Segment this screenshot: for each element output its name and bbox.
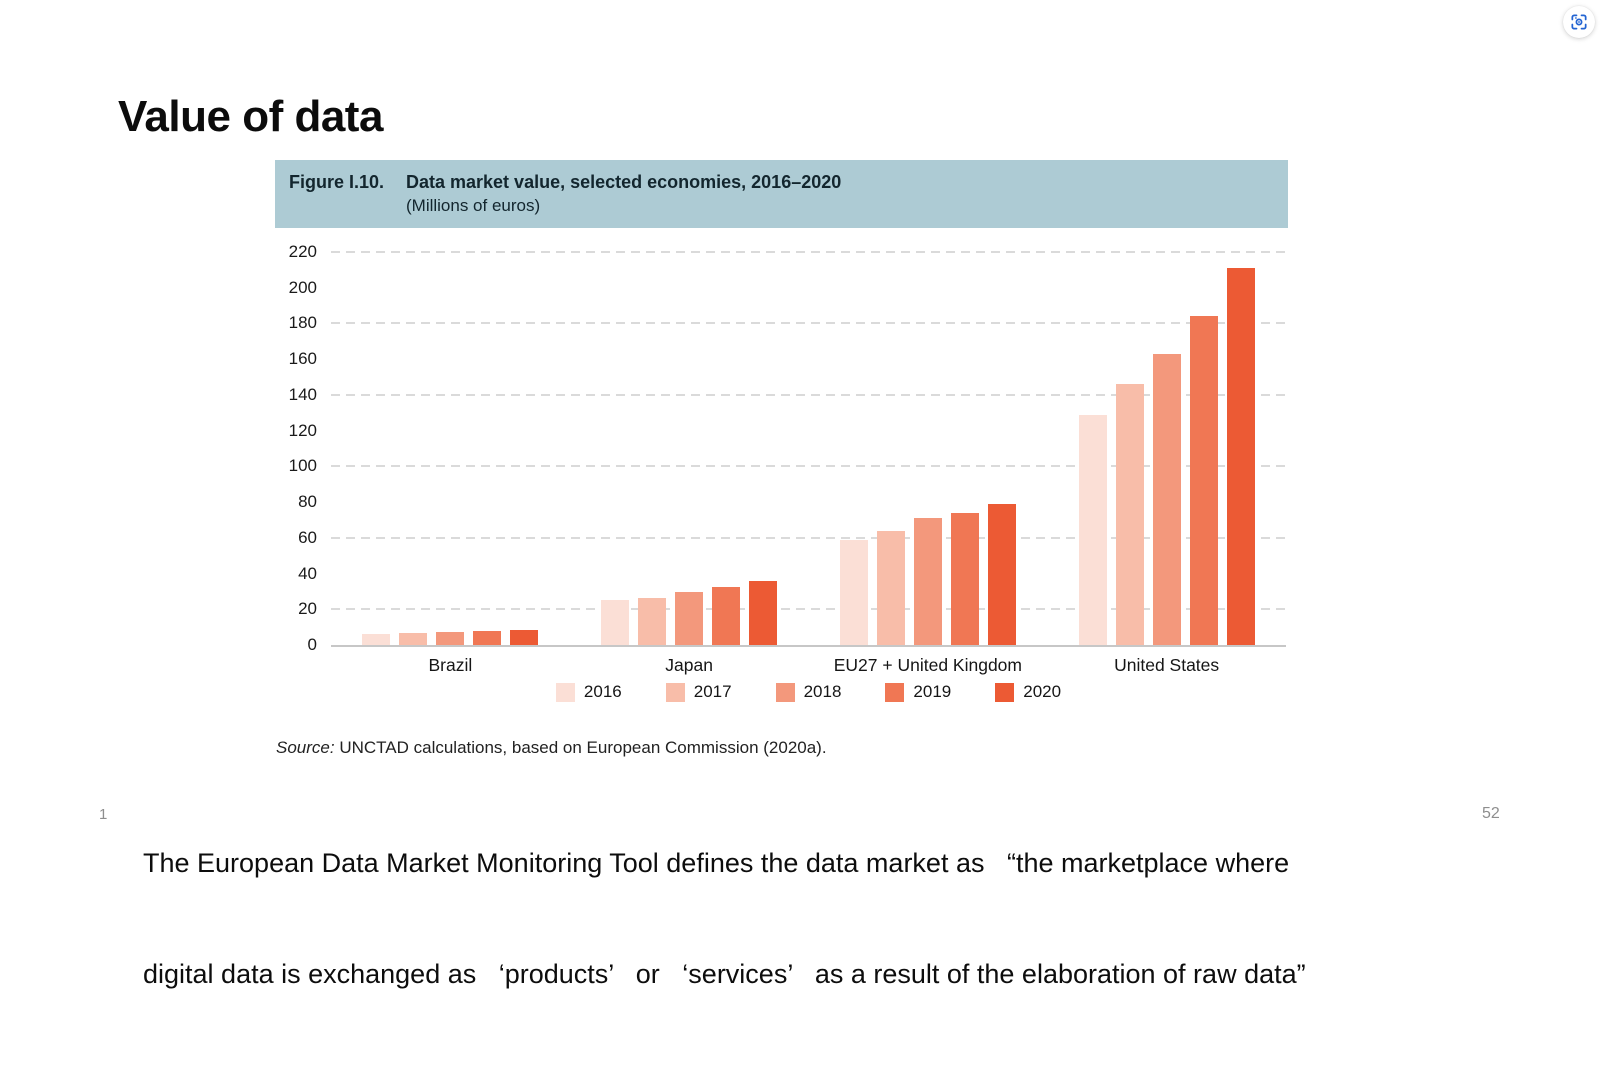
legend: 2016 2017 2018 2019 2020 [331, 682, 1286, 702]
figure-titles: Data market value, selected economies, 2… [406, 172, 841, 216]
legend-swatch-2016 [555, 682, 575, 702]
legend-item-2019: 2019 [885, 682, 951, 702]
body-text: The European Data Market Monitoring Tool… [143, 771, 1306, 1067]
gridline-180 [331, 322, 1286, 325]
x-axis-labels: Brazil Japan EU27 + United Kingdom United S… [331, 655, 1286, 676]
figure-panel: Figure I.10. Data market value, selected… [275, 160, 1288, 758]
figure-header: Figure I.10. Data market value, selected… [275, 160, 1288, 228]
screen-capture-icon [1571, 14, 1587, 30]
page-title: Value of data [118, 92, 383, 141]
source-text: UNCTAD calculations, based on European C… [334, 738, 827, 757]
bar-2020-japan [749, 580, 778, 645]
y-tick-label-200: 200 [288, 277, 317, 297]
figure-title: Data market value, selected economies, 2… [406, 172, 842, 192]
bar-2018-japan [675, 592, 704, 645]
plot-area [331, 251, 1286, 647]
y-tick-label-120: 120 [288, 420, 317, 440]
bar-2018-eu27-united-kingdom [913, 518, 942, 645]
gridline-100 [331, 465, 1286, 468]
footnote-number: 1 [99, 806, 108, 823]
x-axis-label-japan: Japan [665, 655, 713, 675]
bar-2017-japan [638, 597, 667, 645]
y-tick-label-220: 220 [288, 242, 317, 261]
bar-2019-united-states [1189, 316, 1218, 645]
legend-label-2020: 2020 [1023, 682, 1062, 701]
gridline-140 [331, 393, 1286, 396]
bar-group-eu27-united-kingdom [809, 252, 1048, 645]
slide: Value of data Figure I.10. Data market v… [99, 6, 1595, 989]
body-text-line-1: The European Data Market Monitoring Tool… [143, 848, 1290, 878]
bar-2020-eu27-united-kingdom [987, 503, 1016, 645]
bar-groups [331, 252, 1286, 645]
y-tick-label-80: 80 [298, 492, 317, 512]
legend-label-2017: 2017 [693, 682, 732, 701]
bar-2019-eu27-united-kingdom [950, 512, 979, 645]
x-axis-label-united-states: United States [1114, 655, 1220, 675]
bar-2019-brazil [473, 630, 502, 645]
legend-item-2018: 2018 [775, 682, 842, 702]
gridline-20 [331, 608, 1286, 611]
legend-item-2020: 2020 [995, 682, 1061, 702]
legend-swatch-2020 [995, 682, 1015, 702]
legend-swatch-2018 [775, 682, 795, 702]
x-axis-label-brazil: Brazil [428, 655, 473, 675]
legend-item-2017: 2017 [665, 682, 732, 702]
screen-capture-button[interactable] [1563, 6, 1595, 38]
bar-2017-united-states [1115, 384, 1144, 645]
bar-2016-eu27-united-kingdom [839, 539, 868, 645]
body-text-line-2: digital data is exchanged as ‘products’ … [143, 959, 1306, 989]
y-tick-label-40: 40 [298, 563, 317, 583]
y-tick-label-100: 100 [288, 456, 317, 476]
y-axis-labels: 220 200 180 160 140 120 100 80 60 40 20 0 [275, 242, 317, 654]
legend-label-2019: 2019 [913, 682, 952, 701]
legend-item-2016: 2016 [555, 682, 622, 702]
bar-2020-united-states [1226, 268, 1255, 645]
gridline-60 [331, 536, 1286, 539]
y-tick-label-180: 180 [288, 313, 317, 333]
bar-2019-japan [712, 586, 741, 645]
legend-swatch-2019 [885, 682, 905, 702]
bar-2017-brazil [399, 632, 428, 645]
y-tick-label-60: 60 [298, 527, 317, 547]
source-note: Source: UNCTAD calculations, based on Eu… [275, 738, 1288, 758]
bar-group-brazil [331, 252, 570, 645]
bar-2018-united-states [1152, 353, 1181, 645]
bar-2020-brazil [510, 629, 539, 645]
y-tick-label-140: 140 [288, 384, 317, 404]
figure-label: Figure I.10. [289, 172, 385, 192]
bar-2018-brazil [436, 631, 465, 645]
x-axis-label-eu27-united-kingdom: EU27 + United Kingdom [833, 655, 1022, 675]
y-tick-label-160: 160 [288, 349, 317, 369]
bar-2016-japan [601, 600, 630, 645]
bar-group-japan [570, 252, 809, 645]
bar-2016-brazil [362, 634, 391, 645]
y-tick-label-0: 0 [307, 635, 317, 654]
bar-group-united-states [1047, 252, 1286, 645]
bar-chart: 220 200 180 160 140 120 100 80 60 40 20 0 Brazil Jap… [275, 228, 1288, 704]
legend-label-2016: 2016 [583, 682, 622, 701]
bar-2016-united-states [1078, 414, 1107, 645]
bar-2017-eu27-united-kingdom [876, 530, 905, 645]
legend-label-2018: 2018 [803, 682, 842, 701]
gridline-220 [331, 251, 1286, 253]
page-number: 52 [1482, 805, 1500, 822]
source-label: Source: [276, 738, 335, 757]
figure-subtitle: (Millions of euros) [406, 196, 541, 215]
legend-swatch-2017 [665, 682, 685, 702]
y-tick-label-20: 20 [298, 599, 317, 619]
